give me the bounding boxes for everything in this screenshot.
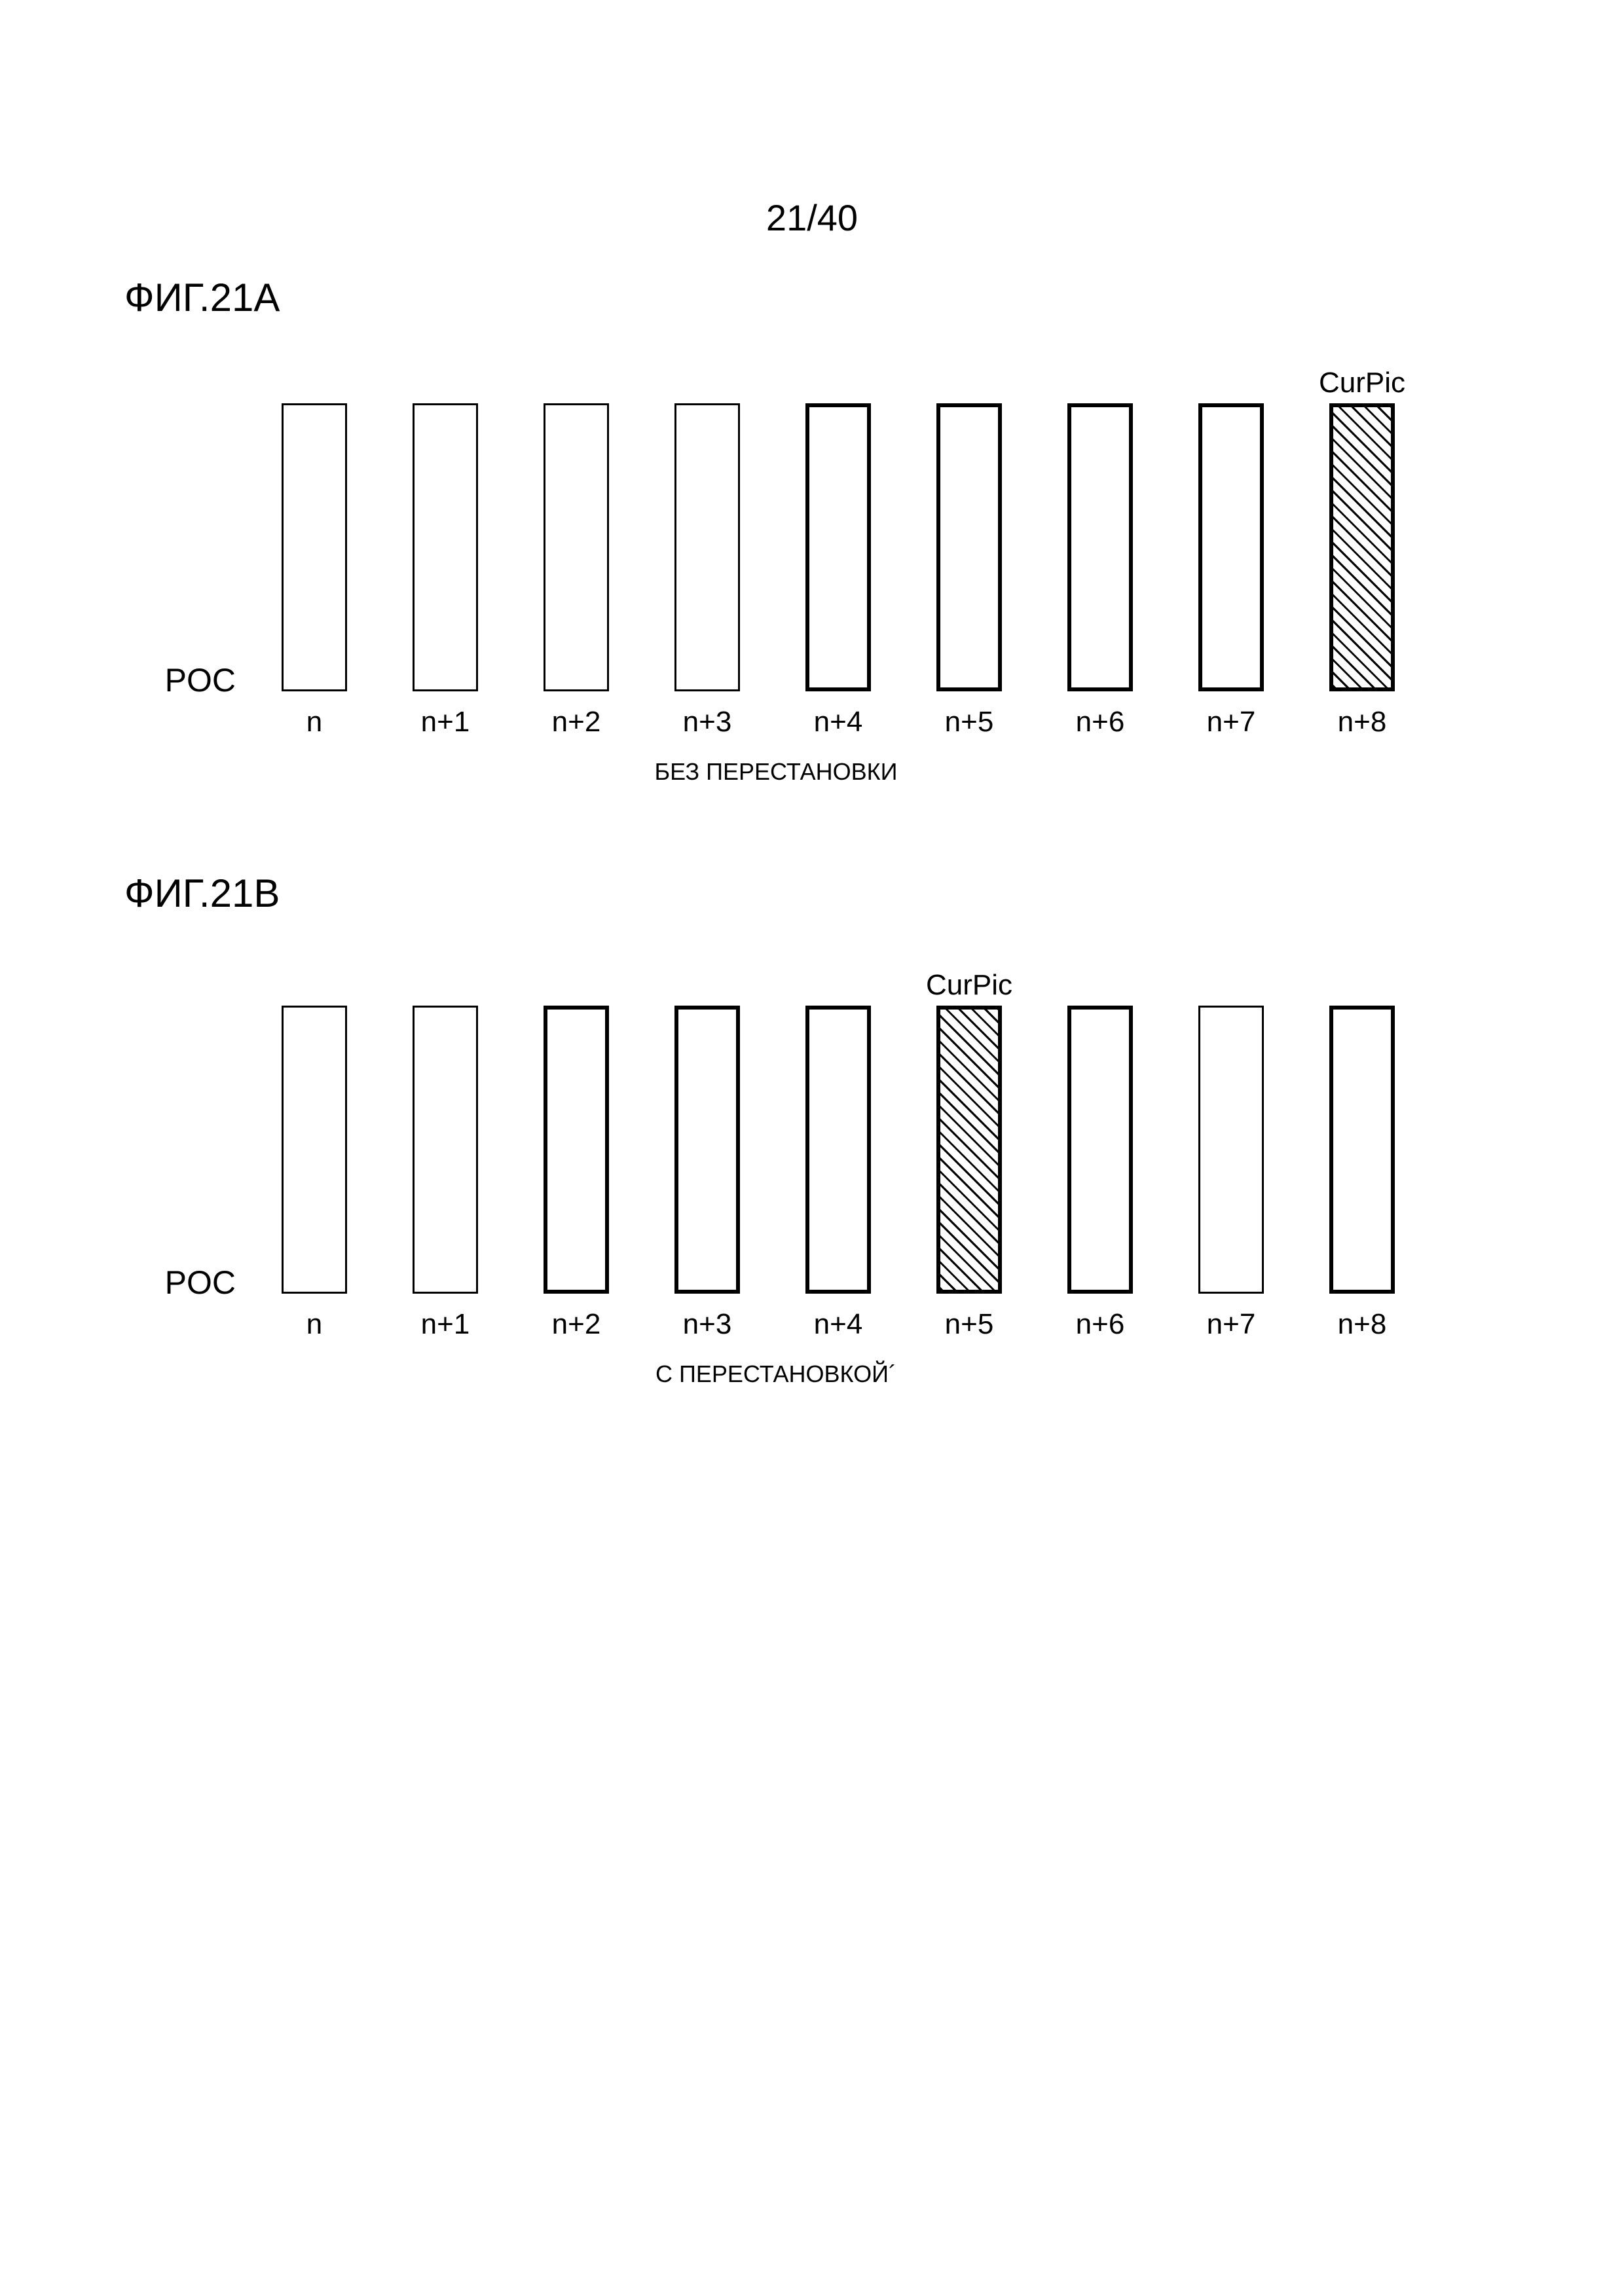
bar-column: n+7: [1166, 956, 1297, 1347]
poc-value-label: n+7: [1207, 691, 1256, 745]
poc-value-label: n+5: [945, 1294, 994, 1347]
frame-bar: [413, 403, 478, 691]
frame-bar: [1067, 1006, 1133, 1294]
bar-column: n+1: [380, 956, 511, 1347]
figure-b-diagram: POC n n+1 n+2 n+3 n+4 CurPic n+5 n+6 n+7 n+8 С ПЕ…: [124, 956, 1428, 1388]
bar-column: n+6: [1035, 354, 1166, 745]
bar-column: n: [249, 354, 380, 745]
bar-column: n+2: [511, 956, 642, 1347]
frame-bar: [674, 403, 740, 691]
figure-a-diagram: POC n n+1 n+2 n+3 n+4 n+5 n+6 n+7 CurPic n+8 БЕЗ …: [124, 354, 1428, 786]
bar-column: n+8: [1297, 956, 1428, 1347]
poc-value-label: n+1: [421, 691, 470, 745]
frame-bar: [1067, 403, 1133, 691]
figure-b-caption: С ПЕРЕСТАНОВКОЙ´: [124, 1360, 1428, 1388]
poc-value-label: n+4: [814, 1294, 863, 1347]
poc-value-label: n+3: [683, 1294, 732, 1347]
frame-bar: [282, 1006, 347, 1294]
figure-a-title: ФИГ.21A: [124, 275, 280, 320]
poc-value-label: n+8: [1338, 691, 1387, 745]
curpic-label: CurPic: [1319, 354, 1405, 403]
curpic-label: CurPic: [926, 956, 1012, 1006]
frame-bar-current: [936, 1006, 1002, 1294]
figure-b-row: POC n n+1 n+2 n+3 n+4 CurPic n+5 n+6 n+7 n+8: [124, 956, 1428, 1347]
frame-bar: [674, 1006, 740, 1294]
poc-value-label: n+2: [552, 691, 601, 745]
poc-value-label: n+3: [683, 691, 732, 745]
bar-column: n+3: [642, 956, 773, 1347]
poc-value-label: n+7: [1207, 1294, 1256, 1347]
frame-bar-current: [1329, 403, 1395, 691]
bar-column: n+3: [642, 354, 773, 745]
bar-column: CurPic n+5: [904, 956, 1035, 1347]
bar-column: n+1: [380, 354, 511, 745]
poc-value-label: n+2: [552, 1294, 601, 1347]
page: 21/40 ФИГ.21A POC n n+1 n+2 n+3 n+4 n+5 n+6 n+7…: [0, 0, 1624, 2296]
frame-bar: [936, 403, 1002, 691]
bar-column: n+5: [904, 354, 1035, 745]
figure-a-row: POC n n+1 n+2 n+3 n+4 n+5 n+6 n+7 CurPic n+8: [124, 354, 1428, 745]
bar-column: n+7: [1166, 354, 1297, 745]
frame-bar: [282, 403, 347, 691]
figure-b-title: ФИГ.21B: [124, 871, 280, 916]
page-number: 21/40: [0, 196, 1624, 239]
poc-value-label: n+6: [1076, 1294, 1125, 1347]
frame-bar: [1198, 403, 1264, 691]
bar-column: n+4: [773, 354, 904, 745]
frame-bar: [1329, 1006, 1395, 1294]
bar-column: CurPic n+8: [1297, 354, 1428, 745]
frame-bar: [1198, 1006, 1264, 1294]
bar-column: n: [249, 956, 380, 1347]
poc-axis-text: POC: [165, 1264, 236, 1301]
poc-value-label: n: [306, 691, 322, 745]
frame-bar: [544, 1006, 609, 1294]
bar-column: n+6: [1035, 956, 1166, 1347]
poc-value-label: n: [306, 1294, 322, 1347]
poc-value-label: n+5: [945, 691, 994, 745]
bar-column: n+4: [773, 956, 904, 1347]
poc-value-label: n+1: [421, 1294, 470, 1347]
poc-axis-label: POC: [124, 1264, 249, 1347]
frame-bar: [413, 1006, 478, 1294]
poc-axis-label: POC: [124, 661, 249, 745]
frame-bar: [544, 403, 609, 691]
poc-value-label: n+8: [1338, 1294, 1387, 1347]
frame-bar: [805, 403, 871, 691]
figure-a-caption: БЕЗ ПЕРЕСТАНОВКИ: [124, 758, 1428, 786]
poc-value-label: n+4: [814, 691, 863, 745]
bar-column: n+2: [511, 354, 642, 745]
poc-axis-text: POC: [165, 662, 236, 699]
poc-value-label: n+6: [1076, 691, 1125, 745]
frame-bar: [805, 1006, 871, 1294]
